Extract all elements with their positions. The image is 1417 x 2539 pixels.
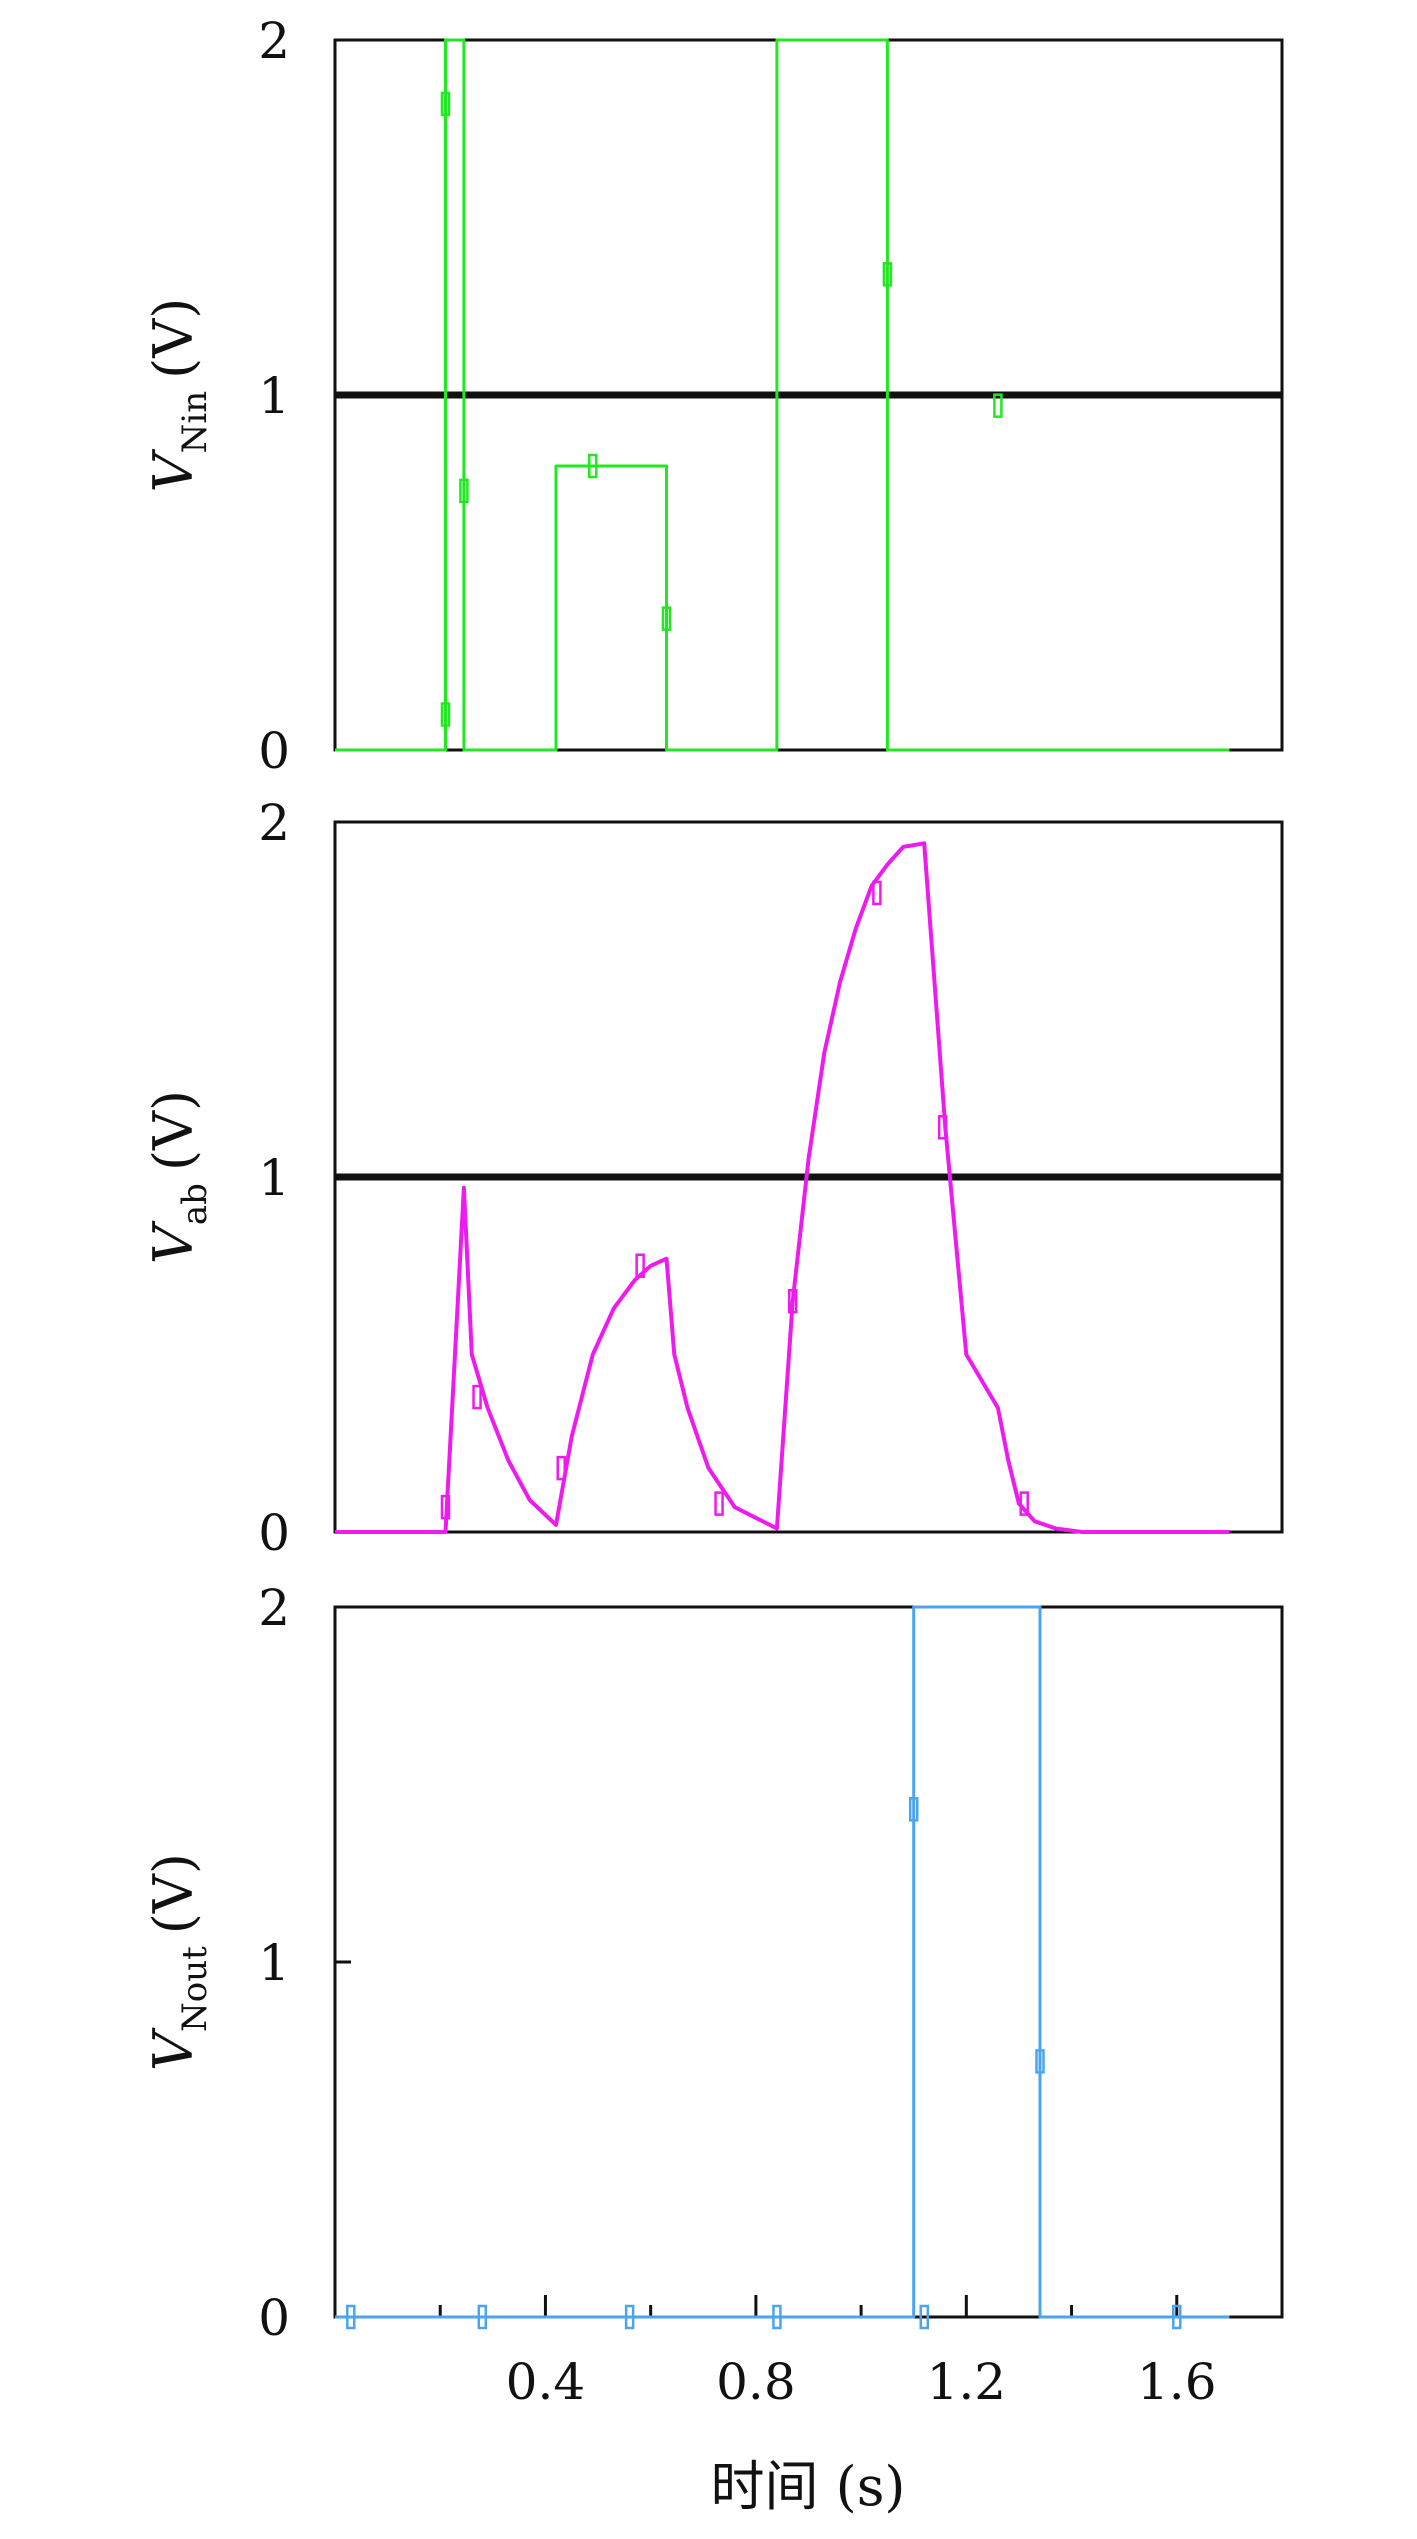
x-axis-label: 时间 (s) <box>710 2455 905 2518</box>
data-marker-2-7 <box>1172 2304 1182 2330</box>
y-tick-label-2-0: 0 <box>258 2289 290 2347</box>
x-tick-label-1: 0.8 <box>716 2353 796 2411</box>
panel-vnin-plot <box>335 38 1282 752</box>
data-marker-2-6 <box>1035 2049 1045 2074</box>
panel-vnout-frame <box>333 1605 1284 2319</box>
y-tick-label-2-2: 2 <box>258 1579 290 1637</box>
panel-vnin: 2 1 0 VNin(V) <box>142 12 1284 780</box>
data-marker-0-0 <box>440 702 451 727</box>
data-marker-2-3 <box>772 2304 782 2330</box>
data-marker-2-1 <box>477 2304 488 2330</box>
x-tick-label-0: 0.4 <box>506 2353 586 2411</box>
x-tick-labels: 0.4 0.8 1.2 1.6 <box>506 2353 1217 2411</box>
data-marker-1-1 <box>472 1384 482 1410</box>
x-tick-label-3: 1.6 <box>1137 2353 1217 2411</box>
data-marker-1-6 <box>872 880 882 906</box>
data-marker-1-7 <box>937 1115 948 1140</box>
data-marker-1-4 <box>714 1491 724 1516</box>
data-marker-2-0 <box>346 2304 356 2330</box>
panel-vab: 2 1 0 Vab(V) <box>142 794 1284 1562</box>
panel-vab-plot <box>335 820 1282 1534</box>
data-marker-0-4 <box>661 606 672 631</box>
data-marker-1-3 <box>635 1253 645 1278</box>
y-tick-label-2-1: 1 <box>258 1934 290 1992</box>
y-tick-label-1-2: 2 <box>258 794 290 852</box>
data-marker-0-1 <box>440 91 451 117</box>
y-tick-label-0-0: 0 <box>258 722 290 780</box>
y-axis-label-vnout: VNout(V) <box>142 1853 215 2071</box>
panel-vnout: 2 1 0 VNout(V) 0.4 0.8 1.2 1.6 时间 (s) <box>142 1579 1284 2518</box>
series-line-0-0 <box>335 38 1230 752</box>
data-marker-1-8 <box>1019 1491 1029 1516</box>
data-marker-2-4 <box>919 2304 929 2330</box>
y-tick-label-0-2: 2 <box>258 12 290 70</box>
data-marker-0-6 <box>993 393 1003 418</box>
series-line-2-0 <box>335 1605 1230 2319</box>
y-axis-label-vnin: VNin(V) <box>142 298 215 493</box>
x-tick-label-2: 1.2 <box>927 2353 1007 2411</box>
data-marker-2-2 <box>624 2304 635 2330</box>
data-marker-2-5 <box>908 1797 919 1822</box>
data-marker-1-2 <box>556 1455 566 1481</box>
y-axis-label-vab: Vab(V) <box>142 1090 215 1264</box>
data-marker-0-3 <box>588 453 598 479</box>
data-marker-1-0 <box>440 1494 451 1520</box>
panel-vnout-plot <box>335 1605 1284 2330</box>
data-marker-0-5 <box>882 262 893 287</box>
data-marker-1-5 <box>787 1289 798 1314</box>
data-marker-0-2 <box>459 478 469 504</box>
y-tick-label-1-1: 1 <box>258 1149 290 1207</box>
y-tick-label-1-0: 0 <box>258 1504 290 1562</box>
series-line-1-0 <box>335 841 1230 1534</box>
y-tick-label-0-1: 1 <box>258 367 290 425</box>
